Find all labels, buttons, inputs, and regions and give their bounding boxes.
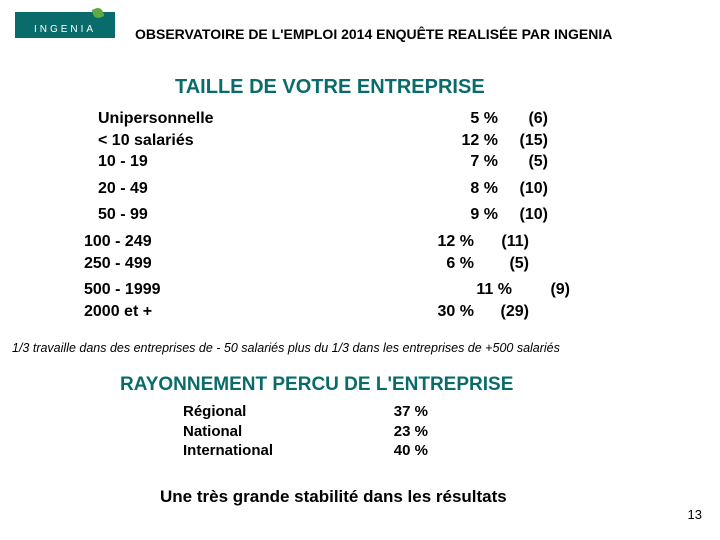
- table-row: 20 - 49 8 % (10): [98, 178, 578, 200]
- row-percent: 5 %: [438, 108, 498, 130]
- row-label: Régional: [183, 402, 373, 422]
- table-rayonnement: Régional 37 % National 23 % Internationa…: [183, 402, 463, 461]
- row-label: National: [183, 422, 373, 442]
- row-percent: 40 %: [373, 441, 428, 461]
- row-count: (9): [512, 279, 570, 301]
- section-title-taille: TAILLE DE VOTRE ENTREPRISE: [175, 76, 485, 99]
- row-percent: 30 %: [384, 301, 474, 323]
- row-label: 2000 et +: [84, 301, 384, 323]
- table-row: National 23 %: [183, 422, 463, 442]
- row-label: 20 - 49: [98, 178, 438, 200]
- table-row: 50 - 99 9 % (10): [98, 204, 578, 226]
- row-percent: 7 %: [438, 151, 498, 173]
- table-row: 2000 et + 30 % (29): [98, 301, 578, 323]
- row-label: 250 - 499: [84, 253, 384, 275]
- page-number: 13: [688, 507, 702, 522]
- table-row: International 40 %: [183, 441, 463, 461]
- table-row: 100 - 249 12 % (11): [98, 231, 578, 253]
- row-percent: 11 %: [404, 279, 512, 301]
- row-count: (15): [498, 130, 548, 152]
- logo: INGENIA: [15, 12, 115, 38]
- row-label: 10 - 19: [98, 151, 438, 173]
- row-percent: 9 %: [438, 204, 498, 226]
- table-row: Régional 37 %: [183, 402, 463, 422]
- row-count: (10): [498, 204, 548, 226]
- table-row: 250 - 499 6 % (5): [98, 253, 578, 275]
- row-count: (11): [474, 231, 529, 253]
- row-count: (29): [474, 301, 529, 323]
- row-percent: 23 %: [373, 422, 428, 442]
- row-label: Unipersonnelle: [98, 108, 438, 130]
- row-label: 100 - 249: [84, 231, 384, 253]
- table-row: Unipersonnelle 5 % (6): [98, 108, 578, 130]
- footer-text: Une très grande stabilité dans les résul…: [160, 487, 507, 507]
- table-row: 10 - 19 7 % (5): [98, 151, 578, 173]
- row-count: (6): [498, 108, 548, 130]
- row-percent: 12 %: [384, 231, 474, 253]
- row-count: (5): [498, 151, 548, 173]
- section-title-rayonnement: RAYONNEMENT PERCU DE L'ENTREPRISE: [120, 374, 513, 396]
- row-percent: 6 %: [384, 253, 474, 275]
- table-row: < 10 salariés 12 % (15): [98, 130, 578, 152]
- table-taille: Unipersonnelle 5 % (6) < 10 salariés 12 …: [98, 108, 578, 322]
- row-count: (5): [474, 253, 529, 275]
- row-label: < 10 salariés: [98, 130, 438, 152]
- row-percent: 8 %: [438, 178, 498, 200]
- footnote: 1/3 travaille dans des entreprises de - …: [12, 341, 560, 355]
- leaf-icon: [92, 7, 105, 20]
- row-label: 500 - 1999: [84, 279, 404, 301]
- row-percent: 37 %: [373, 402, 428, 422]
- table-row: 500 - 1999 11 % (9): [98, 279, 578, 301]
- row-label: 50 - 99: [98, 204, 438, 226]
- header-title: OBSERVATOIRE DE L'EMPLOI 2014 ENQUÊTE RE…: [135, 26, 612, 42]
- logo-text: INGENIA: [34, 24, 96, 35]
- row-percent: 12 %: [438, 130, 498, 152]
- row-count: (10): [498, 178, 548, 200]
- row-label: International: [183, 441, 373, 461]
